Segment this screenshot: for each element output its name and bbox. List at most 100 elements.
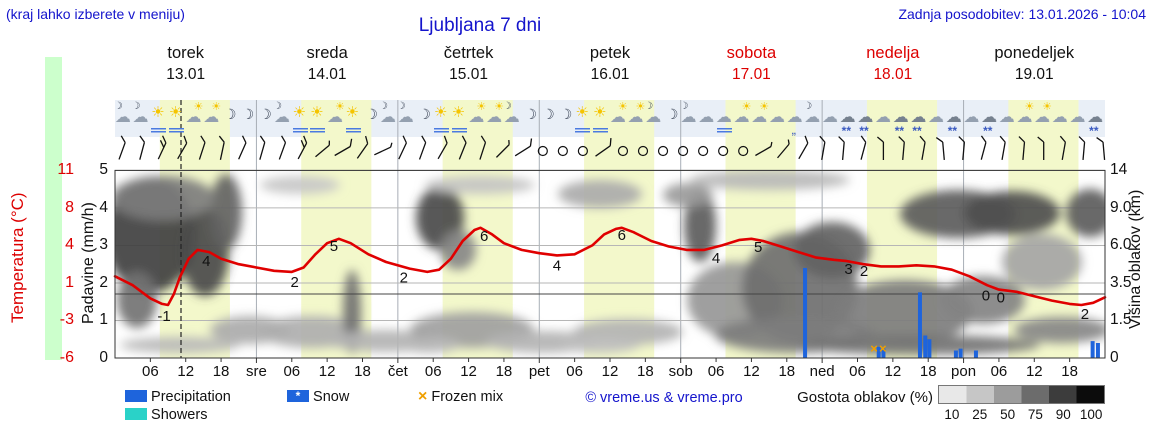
wind-barb [860,135,867,160]
wind-barb [1059,135,1067,160]
legend-precipitation: Precipitation [125,389,231,405]
temp-value-label: 3 [844,261,852,278]
wind-barb [418,135,427,160]
wind-barb [297,135,308,160]
wind-barb [315,140,330,158]
wind-barb [798,135,809,160]
wind-barb [919,135,926,160]
temperature-line [113,226,1107,307]
temp-value-label: 4 [553,257,561,274]
wind-barb [838,136,845,161]
wind-barb [698,145,709,157]
snow-label: Snow [313,389,350,405]
precip-bar [927,339,932,358]
menu-hint: (kraj lahko izberete v meniju) [6,6,185,22]
temp-value-label: 5 [330,238,338,255]
wind-barb [819,135,826,160]
temp-value-label: -1 [157,308,170,325]
wind-barb [198,135,206,160]
cloud-density-gradient [938,385,1105,404]
wind-barb [657,145,669,157]
last-update-text: Zadnja posodobitev: 13.01.2026 - 10:04 [898,6,1146,22]
wind-barb [458,135,467,160]
wind-barb [479,135,487,160]
wind-barb [577,145,588,157]
site-credit: © vreme.us & vreme.pro [585,390,743,406]
precip-bar [923,335,928,358]
wind-barb [537,145,548,157]
precip-bar [803,267,808,358]
wind-barb [958,136,966,161]
left-green-strip [45,57,62,360]
wind-barb [118,135,126,160]
temp-value-label: 6 [480,228,488,245]
frozen-mix-marker: × [870,341,878,356]
wind-barb [595,138,612,157]
wind-barb [278,135,287,160]
showers-swatch [125,408,147,420]
showers-label: Showers [151,407,208,423]
legend-snow: * Snow [287,389,349,405]
wind-barb [777,139,790,159]
precipitation-swatch [125,390,147,402]
temp-value-label: 5 [754,239,762,256]
frozen-mix-label: Frozen mix [431,389,504,405]
temp-value-label: 2 [400,270,408,287]
wind-barb [259,135,266,160]
wind-barb [495,139,510,158]
wind-barb [738,145,749,157]
wind-barb [514,138,533,157]
precipitation-label: Precipitation [151,389,231,405]
wind-barb [437,135,448,160]
wind-barb [238,135,247,160]
temp-value-label: 6 [618,227,626,244]
snow-star-icon: * [295,389,301,403]
wind-barb [1037,136,1045,160]
precip-bar [917,292,922,358]
temp-value-label: 2 [860,263,868,280]
temp-value-label: 0 [997,289,1005,306]
wind-barb [898,136,905,161]
wind-barb [677,145,689,157]
precip-bar [881,348,886,358]
wind-barb [398,135,407,160]
wind-barb [637,145,649,157]
precip-bar [876,346,881,358]
temp-value-label: 4 [712,250,720,267]
legend-showers: Showers [125,407,207,423]
precip-bar [1090,341,1095,358]
precip-bar [958,348,963,358]
wind-barb [718,145,729,157]
temp-value-label: 2 [1081,306,1089,323]
frozen-mix-marker: × [879,341,887,356]
wind-barb [1078,136,1086,161]
wind-barb [1096,137,1106,161]
wind-barb [1018,136,1026,161]
precip-bar [953,350,958,358]
page-title: Ljubljana 7 dni [418,15,542,36]
snow-swatch: * [287,389,309,403]
wind-barb [876,136,885,160]
wind-barb [177,135,188,160]
wind-barb [374,142,393,156]
wind-barb [617,145,629,157]
precip-bar [973,350,978,358]
wind-barb [356,135,369,159]
wind-barb [334,138,353,157]
wind-barb [935,137,945,161]
temp-value-label: 2 [291,274,299,291]
temp-value-label: 0 [982,287,990,304]
cloud-density-label: Gostota oblakov (%) [797,389,933,406]
wind-barb [999,135,1006,160]
wind-barb [218,135,225,160]
wind-barb [139,135,146,160]
wind-barb [980,135,987,160]
legend-frozen-mix: × Frozen mix [418,388,503,406]
wind-barb [157,135,167,160]
wind-barb [557,145,568,157]
precip-bar [1095,342,1100,358]
wind-barb [755,141,773,157]
temp-value-label: 4 [202,253,210,270]
